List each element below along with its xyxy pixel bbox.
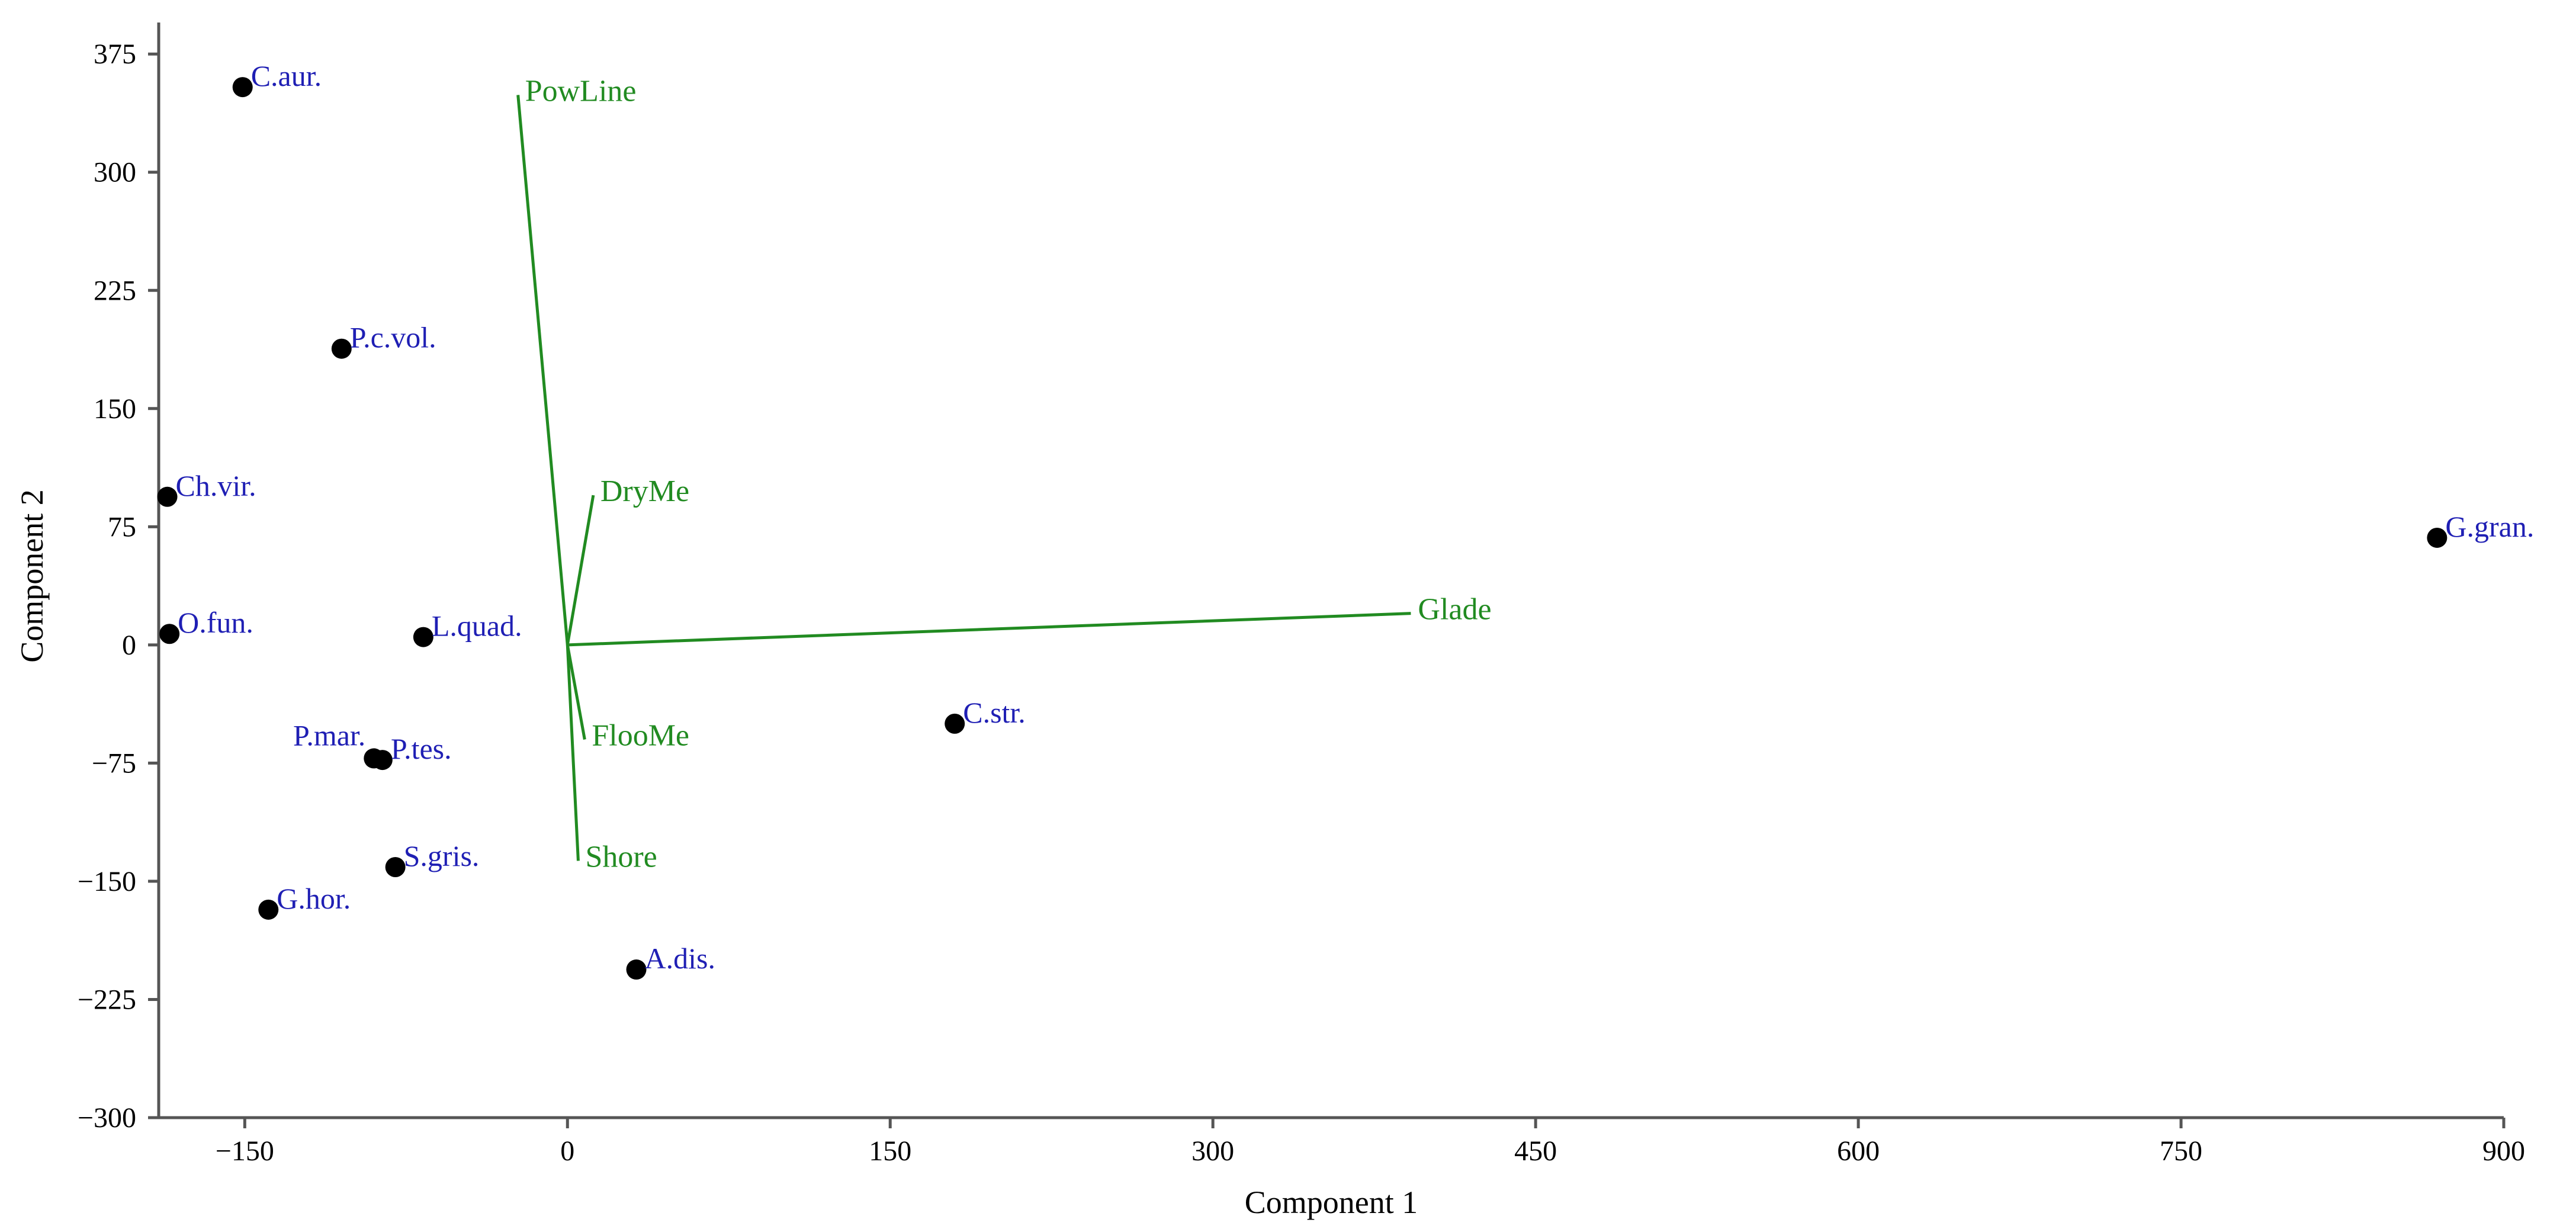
data-point: [945, 713, 965, 734]
point-label: A.dis.: [645, 942, 715, 975]
data-point: [385, 856, 406, 877]
vector-line: [566, 644, 580, 861]
x-tick-label: 750: [2160, 1135, 2202, 1167]
point-label: Ch.vir.: [176, 469, 256, 502]
vector-label: DryMe: [600, 474, 689, 508]
data-point: [331, 338, 352, 359]
vector-line: [516, 95, 569, 646]
y-tick-label: −300: [78, 1102, 136, 1134]
data-point: [258, 899, 279, 920]
axes: −150 0 150 300 450 600 750 900 −300 −225 −150 −75 0…: [78, 23, 2525, 1167]
vector-label: FlooMe: [592, 718, 689, 752]
point-label: P.c.vol.: [350, 321, 436, 354]
vector-line: [566, 644, 586, 740]
y-tick-label: −150: [78, 866, 136, 897]
y-tick-label: −225: [78, 984, 136, 1015]
y-axis-title: Component 2: [14, 489, 50, 663]
x-tick-label: 150: [869, 1135, 911, 1167]
y-tick-label: 375: [94, 38, 136, 70]
data-point: [372, 750, 393, 771]
data-point: [159, 624, 180, 644]
y-axis-ticks: −300 −225 −150 −75 0 75 150 225 300 375: [78, 38, 159, 1134]
loading-vectors: PowLine DryMe Glade FlooMe Shore: [516, 74, 1492, 874]
x-axis-title: Component 1: [1245, 1185, 1418, 1220]
point-label: C.aur.: [251, 59, 322, 92]
x-axis-ticks: −150 0 150 300 450 600 750 900: [216, 1118, 2525, 1167]
point-label: G.hor.: [277, 882, 351, 915]
data-point: [232, 77, 253, 98]
x-tick-label: −150: [216, 1135, 274, 1167]
vector-line: [567, 612, 1411, 647]
data-point: [2427, 527, 2447, 548]
data-point: [157, 486, 178, 507]
vector-label: Shore: [585, 840, 657, 874]
data-point: [626, 959, 647, 980]
vector-label: PowLine: [525, 74, 637, 108]
score-points: C.aur. P.c.vol. Ch.vir. O.fun. L.quad. P.mar.…: [157, 59, 2534, 980]
x-tick-label: 900: [2482, 1135, 2525, 1167]
y-tick-label: −75: [92, 747, 136, 779]
y-tick-label: 225: [94, 275, 136, 306]
data-point: [413, 627, 433, 647]
point-label: S.gris.: [404, 839, 480, 872]
point-label: L.quad.: [432, 609, 522, 643]
point-label: P.tes.: [391, 732, 452, 765]
vector-label: Glade: [1418, 593, 1491, 627]
point-label: G.gran.: [2445, 510, 2534, 543]
x-tick-label: 0: [560, 1135, 574, 1167]
vector-line: [566, 495, 595, 646]
point-label: C.str.: [963, 696, 1026, 729]
y-tick-label: 0: [122, 630, 136, 661]
y-tick-label: 150: [94, 393, 136, 425]
x-tick-label: 300: [1191, 1135, 1234, 1167]
x-tick-label: 600: [1837, 1135, 1880, 1167]
point-label: P.mar.: [293, 718, 365, 752]
point-label: O.fun.: [178, 606, 253, 639]
x-tick-label: 450: [1514, 1135, 1557, 1167]
y-tick-label: 75: [108, 511, 136, 543]
y-tick-label: 300: [94, 157, 136, 188]
